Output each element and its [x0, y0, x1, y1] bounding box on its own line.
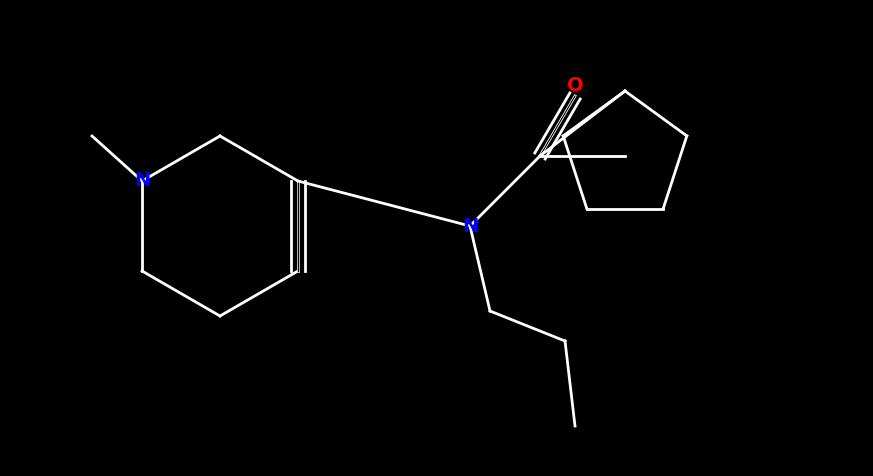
Text: N: N [134, 171, 150, 190]
Text: O: O [567, 77, 583, 96]
Text: N: N [462, 217, 478, 236]
